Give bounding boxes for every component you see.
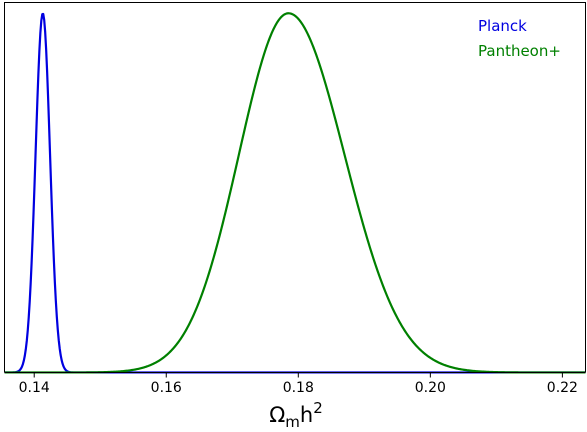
- legend: Planck Pantheon+: [478, 17, 561, 60]
- legend-label-pantheon: Pantheon+: [478, 42, 561, 60]
- legend-label-planck: Planck: [478, 17, 527, 35]
- x-tick-label: 0.18: [283, 380, 314, 396]
- x-tick-label: 0.20: [415, 380, 446, 396]
- axes-layer: [4, 2, 586, 373]
- x-tick-label: 0.22: [547, 380, 578, 396]
- x-tick-label: 0.14: [19, 380, 50, 396]
- x-axis-label: Ωmh2: [269, 399, 323, 431]
- x-tick-label: 0.16: [151, 380, 182, 396]
- x-ticks: 0.14 0.16 0.18 0.20 0.22: [19, 372, 578, 396]
